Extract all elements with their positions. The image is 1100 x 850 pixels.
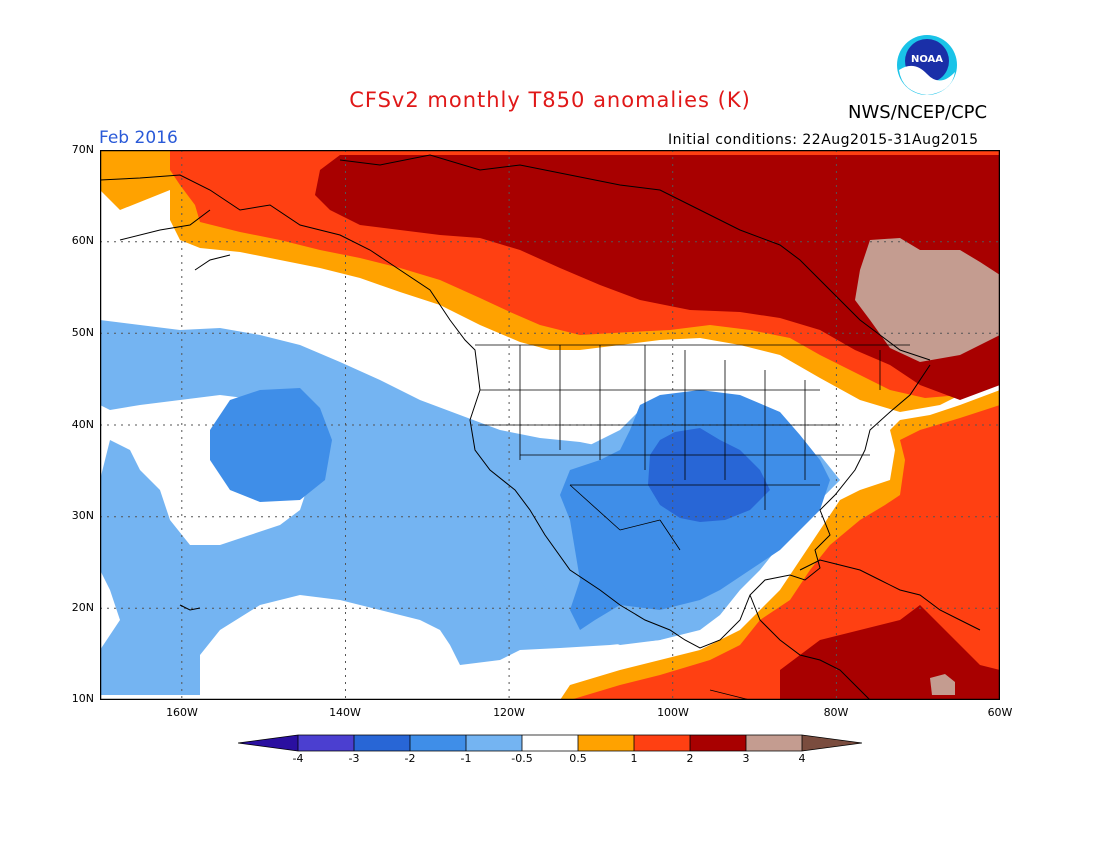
anomaly-map (100, 150, 1000, 700)
coastlines (100, 154, 981, 700)
noaa-logo: NOAA (897, 35, 957, 95)
colorbar-segment-2-1 (410, 735, 466, 751)
colorbar-label-4: 4 (798, 752, 806, 765)
colorbar-segment-05-05 (522, 735, 578, 751)
initial-conditions-label: Initial conditions: 22Aug2015-31Aug2015 (668, 132, 979, 148)
lat-label-50n: 50N (71, 326, 94, 339)
colorbar-label--3: -3 (348, 752, 360, 765)
agency-label: NWS/NCEP/CPC (848, 102, 988, 123)
colorbar-segment-1-2 (634, 735, 690, 751)
colorbar-label-3: 3 (742, 752, 750, 765)
lon-label-120w: 120W (493, 706, 525, 719)
noaa-logo-text: NOAA (911, 54, 943, 65)
anomaly-pos3-labrador (855, 238, 1000, 362)
colorbar-label-0.5: 0.5 (569, 752, 587, 765)
colorbar-label--0.5: -0.5 (511, 752, 533, 765)
lon-label-80w: 80W (823, 706, 849, 719)
colorbar-segment-3-4 (746, 735, 802, 751)
chart-title: CFSv2 monthly T850 anomalies (K) (349, 88, 751, 112)
lon-label-100w: 100W (657, 706, 689, 719)
lat-label-10n: 10N (71, 692, 94, 705)
valid-month-label: Feb 2016 (99, 128, 178, 148)
colorbar-segment-2-3 (690, 735, 746, 751)
lat-label-60n: 60N (71, 234, 94, 247)
colorbar-label-2: 2 (686, 752, 694, 765)
anomaly-pos2-north (315, 155, 1000, 400)
colorbar-label--1: -1 (460, 752, 472, 765)
colorbar-label-1: 1 (630, 752, 638, 765)
anomaly-neg1-pacific (210, 388, 332, 502)
lat-label-20n: 20N (71, 601, 94, 614)
political-borders (475, 344, 910, 700)
anomaly-neg2-south-central (648, 428, 770, 522)
colorbar-segment-05-1 (578, 735, 634, 751)
colorbar-label--2: -2 (404, 752, 416, 765)
colorbar-segment-3-2 (354, 735, 410, 751)
colorbar-segment-4-3 (298, 735, 354, 751)
lon-label-60w: 60W (987, 706, 1013, 719)
colorbar-segment-below-4 (238, 735, 298, 751)
anomaly-pos3-caribbean (930, 674, 955, 695)
lat-label-30n: 30N (71, 509, 94, 522)
lat-label-70n: 70N (71, 143, 94, 156)
lat-label-40n: 40N (71, 418, 94, 431)
colorbar-label--4: -4 (292, 752, 304, 765)
colorbar-segment-1-05 (466, 735, 522, 751)
lon-label-140w: 140W (329, 706, 361, 719)
colorbar-segment-above-4 (802, 735, 862, 751)
lon-label-160w: 160W (166, 706, 198, 719)
colorbar (238, 734, 862, 752)
